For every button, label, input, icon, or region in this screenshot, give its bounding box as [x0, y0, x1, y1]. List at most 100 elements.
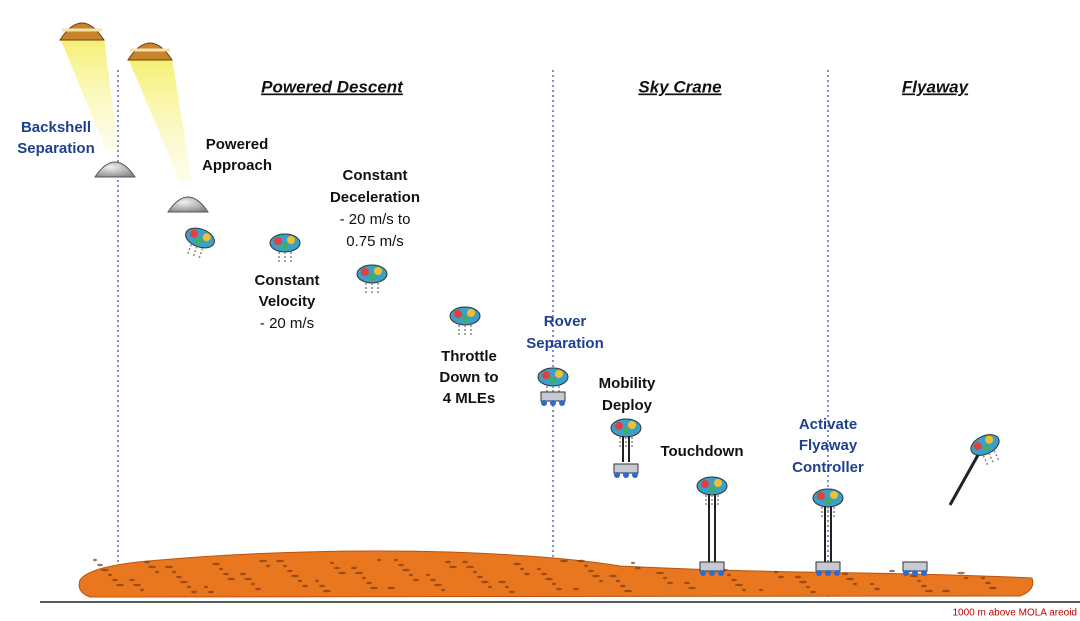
mars-surface — [79, 551, 1033, 597]
rover-body — [700, 562, 724, 571]
rover-wheel — [903, 570, 909, 576]
stage-part — [462, 316, 468, 322]
surface-rock — [592, 575, 600, 577]
surface-rock — [810, 591, 816, 593]
rover-wheel — [614, 472, 620, 478]
surface-rock — [778, 576, 784, 578]
step-label: Deceleration — [330, 189, 420, 206]
step-label: Deploy — [602, 397, 653, 414]
descent-stage — [270, 234, 300, 263]
surface-rock — [116, 584, 124, 586]
surface-rock — [556, 588, 562, 590]
rover-wheel — [816, 570, 822, 576]
surface-rock — [663, 577, 667, 579]
surface-rock — [402, 569, 410, 571]
surface-rock — [101, 569, 109, 571]
surface-rock — [925, 590, 933, 592]
step-label: Constant — [343, 167, 408, 184]
rover-wheel — [550, 400, 556, 406]
step-label: Velocity — [259, 293, 316, 310]
surface-rock — [287, 570, 293, 572]
surface-rock — [742, 589, 746, 591]
surface-rock — [806, 586, 810, 588]
rover-wheel — [541, 400, 547, 406]
rover-wheel — [623, 472, 629, 478]
surface-rock — [255, 588, 261, 590]
surface-rock — [129, 579, 135, 581]
surface-rock — [842, 573, 848, 575]
surface-rock — [334, 567, 340, 569]
surface-rock — [191, 591, 197, 593]
surface-rock — [445, 561, 451, 563]
rover-wheel — [921, 570, 927, 576]
stage-part — [817, 492, 825, 500]
surface-rock — [545, 578, 553, 580]
stage-part — [555, 370, 563, 378]
surface-rock — [323, 590, 331, 592]
rover-wheel — [700, 570, 706, 576]
thruster-plume — [983, 456, 988, 466]
stage-part — [623, 428, 629, 434]
stage-part — [542, 371, 550, 379]
stage-part — [454, 310, 462, 318]
surface-rock — [319, 585, 325, 587]
surface-rock — [283, 565, 287, 567]
descent-stage — [450, 307, 480, 336]
rover-wheel — [559, 400, 565, 406]
surface-rock — [889, 570, 895, 572]
surface-rock — [989, 587, 997, 589]
step-label: Flyaway — [799, 437, 858, 454]
parachute-beam — [128, 58, 192, 182]
surface-rock — [774, 571, 778, 573]
stage-part — [709, 486, 715, 492]
surface-rock — [227, 578, 235, 580]
surface-rock — [394, 559, 398, 561]
surface-rock — [981, 577, 985, 579]
surface-rock — [430, 579, 436, 581]
rover-body — [541, 392, 565, 401]
rover-wheel — [825, 570, 831, 576]
surface-rock — [577, 560, 585, 562]
stage-part — [287, 236, 295, 244]
stage-part — [369, 274, 375, 280]
surface-rock — [366, 582, 372, 584]
surface-rock — [223, 573, 229, 575]
surface-rock — [957, 572, 965, 574]
surface-rock — [172, 571, 176, 573]
surface-rock — [635, 567, 641, 569]
surface-rock — [387, 587, 395, 589]
surface-rock — [853, 583, 857, 585]
surface-rock — [377, 559, 381, 561]
thruster-plume — [193, 246, 197, 256]
altitude-note: 1000 m above MOLA areoid — [952, 608, 1077, 619]
surface-rock — [165, 566, 173, 568]
surface-rock — [302, 585, 308, 587]
rover-wheel — [912, 570, 918, 576]
surface-rock — [140, 589, 144, 591]
stage-part — [825, 498, 831, 504]
surface-rock — [964, 577, 968, 579]
surface-rock — [155, 571, 159, 573]
step-label: Mobility — [599, 375, 656, 392]
surface-rock — [97, 564, 103, 566]
surface-rock — [93, 559, 97, 561]
surface-rock — [240, 573, 246, 575]
surface-rock — [481, 581, 489, 583]
surface-rock — [513, 563, 521, 565]
surface-rock — [298, 580, 302, 582]
descent-stage — [697, 477, 727, 506]
rover-wheel — [718, 570, 724, 576]
surface-rock — [505, 586, 509, 588]
surface-rock — [985, 582, 991, 584]
phase-title: Sky Crane — [638, 77, 721, 96]
phase-title: Powered Descent — [261, 77, 404, 96]
stage-part — [361, 268, 369, 276]
surface-rock — [133, 584, 141, 586]
step-label: Controller — [792, 459, 864, 476]
surface-rock — [355, 572, 363, 574]
step-label: 4 MLEs — [443, 390, 496, 407]
step-label: 0.75 m/s — [346, 233, 404, 250]
stage-part — [374, 267, 382, 275]
step-label: Throttle — [441, 348, 497, 365]
surface-rock — [251, 583, 255, 585]
